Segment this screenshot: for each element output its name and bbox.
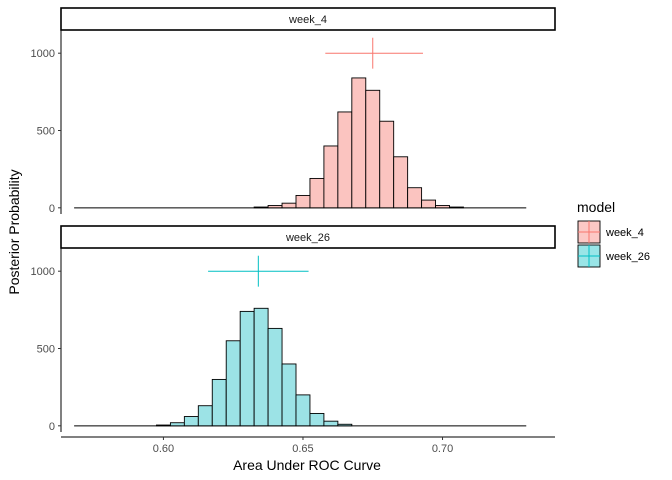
y-tick-label: 0 — [49, 421, 55, 433]
histogram-bar — [323, 145, 339, 209]
panels: week_4 0 500 1000 week_26 0 500 1000 — [31, 7, 556, 433]
legend-item-week_4: week_4 — [577, 220, 644, 244]
legend-label: week_4 — [605, 227, 644, 239]
y-tick-label: 500 — [37, 344, 55, 356]
x-axis-title: Area Under ROC Curve — [233, 457, 381, 473]
histogram-bar — [267, 205, 283, 209]
histogram-bar — [337, 111, 353, 209]
histogram-bar — [295, 194, 311, 209]
x-tick-label: 0.60 — [153, 443, 174, 455]
histogram-bar — [379, 120, 395, 209]
histogram-bar — [435, 205, 450, 209]
strip-label: week_4 — [288, 14, 327, 26]
histogram-bar — [449, 206, 464, 209]
histogram-bar — [309, 412, 325, 427]
panel-week_26: week_26 0 500 1000 — [31, 225, 556, 433]
strip-box — [60, 7, 556, 31]
histogram-bar — [407, 187, 423, 209]
histogram-bar — [253, 307, 269, 427]
histogram-bar — [267, 327, 283, 427]
histogram-bar — [337, 423, 353, 427]
legend: model week_4 week_26 — [577, 199, 650, 268]
y-tick-label: 500 — [37, 126, 55, 138]
y-tick-label: 1000 — [31, 48, 55, 60]
histogram-bar — [225, 340, 241, 427]
panel-week_4: week_4 0 500 1000 — [31, 7, 556, 215]
x-axis: 0.60 0.65 0.70 — [61, 436, 555, 455]
x-tick-label: 0.65 — [292, 443, 313, 455]
y-tick-label: 0 — [49, 203, 55, 215]
histogram-bar — [169, 422, 185, 427]
y-tick-label: 1000 — [31, 266, 55, 278]
y-axis-title: Posterior Probability — [6, 169, 22, 294]
x-tick-label: 0.70 — [432, 443, 453, 455]
legend-label: week_26 — [605, 251, 650, 263]
histogram-bar — [183, 416, 199, 427]
histogram-bar — [281, 202, 297, 209]
legend-item-week_26: week_26 — [577, 244, 650, 268]
histogram-bar — [351, 77, 367, 209]
histogram-bar — [309, 177, 325, 209]
strip-box — [60, 225, 556, 249]
histogram-bar — [281, 363, 297, 427]
histogram-bar — [253, 206, 269, 209]
legend-title: model — [577, 199, 615, 215]
histogram-bar — [365, 89, 381, 209]
histogram-bar — [156, 424, 171, 427]
strip-label: week_26 — [285, 232, 330, 244]
histogram-bar — [421, 199, 436, 209]
histogram-bar — [393, 156, 409, 209]
histogram-bar — [211, 378, 227, 427]
histogram-bar — [323, 420, 339, 427]
histogram-bar — [197, 405, 213, 427]
histogram-bar — [295, 394, 311, 427]
histogram-bar — [239, 310, 255, 427]
